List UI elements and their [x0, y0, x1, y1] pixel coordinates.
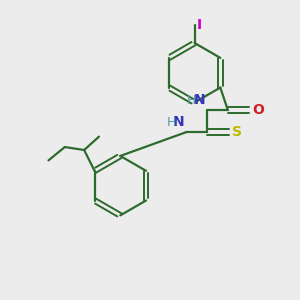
Text: I: I	[197, 18, 202, 32]
Text: O: O	[252, 103, 264, 117]
Text: N: N	[194, 93, 206, 107]
Text: H: H	[187, 94, 196, 107]
Text: S: S	[232, 125, 242, 139]
Text: H: H	[167, 116, 176, 129]
Text: N: N	[173, 115, 185, 129]
